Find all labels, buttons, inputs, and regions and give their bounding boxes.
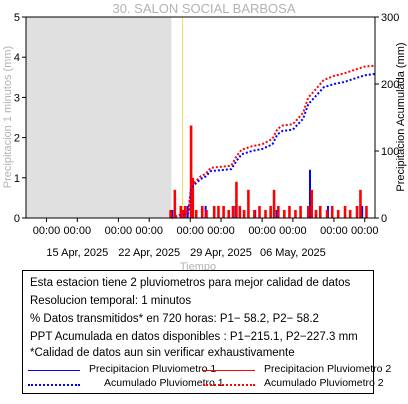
bar-p2 [183, 205, 187, 218]
bar-p1 [171, 209, 174, 218]
bar-p2 [318, 205, 322, 218]
bar-p2 [330, 205, 334, 218]
info-stations-text: Esta estacion tiene 2 pluviometros para … [30, 277, 351, 289]
bar-p2 [348, 209, 352, 218]
x-tick-time-label: 00:00 [207, 225, 235, 237]
info-resolution-text: Resolucion temporal: 1 minutos [30, 295, 192, 307]
x-tick-time-label: 00:00 [135, 225, 163, 237]
bar-p2 [277, 205, 280, 218]
bar-p2 [217, 205, 220, 218]
bar-p2 [310, 189, 314, 218]
x-tick-date-label: 15 Apr, 2025 [46, 247, 108, 259]
legend-swatch-p2-acum [203, 384, 255, 386]
bar-p2 [269, 205, 272, 218]
info-accumulated-text: PPT Acumulada en datos disponibles : P1−… [30, 331, 358, 343]
bar-p2 [325, 209, 329, 218]
bar-p2 [258, 205, 261, 218]
x-axis-label: Tiempo [180, 261, 216, 270]
bar-p1 [275, 209, 278, 218]
legend-label-p2-acum: Acumulado Pluviometro 2 [264, 377, 384, 389]
bar-p2 [288, 205, 291, 218]
bar-p2 [314, 209, 318, 218]
bar-p1 [361, 205, 364, 218]
precipitation-chart: 30. SALON SOCIAL BARBOSA Precipitacion 1… [2, 1, 407, 270]
bar-p2 [283, 209, 286, 218]
bar-p2 [294, 209, 297, 218]
acum-line-p1 [171, 72, 376, 219]
bar-p2 [227, 209, 231, 218]
no-data-region [26, 17, 172, 218]
x-tick-time-label: 00:00 [279, 225, 307, 237]
bar-p2 [299, 205, 302, 218]
x-tick-date-label: 29 Apr, 2025 [190, 247, 252, 259]
x-tick-time-label: 00:00 [33, 225, 61, 237]
info-legend-box: Esta estacion tiene 2 pluviometros para … [22, 270, 391, 394]
legend-swatch-p2-precip [203, 370, 255, 371]
y-right-tick-label: 0 [381, 213, 387, 225]
legend-swatch-p1-acum [28, 384, 80, 386]
y-left-tick-label: 1 [14, 173, 20, 185]
bar-p2 [365, 205, 368, 218]
bar-p2 [247, 189, 250, 218]
y-right-tick-label: 200 [381, 79, 399, 91]
x-tick-time-label: 00:00 [176, 225, 204, 237]
legend-swatch-p1-precip [28, 370, 80, 371]
bar-p2 [169, 209, 172, 218]
x-tick-date-label: 22 Apr, 2025 [118, 247, 180, 259]
x-tick-time-label: 00:00 [105, 225, 133, 237]
bar-p2 [306, 205, 310, 218]
bar-p2 [242, 209, 246, 218]
x-tick-time-label: 00:00 [351, 225, 379, 237]
legend-label-p2-precip: Precipitacion Pluviometro 2 [264, 363, 392, 375]
acum-line-p2 [171, 64, 376, 219]
bar-p2 [264, 209, 267, 218]
bar-p2 [231, 205, 235, 218]
bar-p2 [235, 181, 238, 218]
plot-frame [25, 16, 376, 219]
bar-p2 [355, 205, 359, 218]
bar-p2 [272, 189, 276, 218]
y-right-tick-label: 300 [381, 12, 399, 24]
bar-p2 [253, 209, 256, 218]
bar-p2 [189, 125, 193, 218]
bar-p2 [238, 205, 242, 218]
legend-label-p1-precip: Precipitacion Pluviometro 1 [89, 363, 217, 375]
bar-p2 [191, 177, 195, 218]
chart-title: 30. SALON SOCIAL BARBOSA [112, 1, 295, 16]
bar-p2 [200, 205, 204, 218]
x-tick-time-label: 00:00 [64, 225, 92, 237]
y-left-tick-label: 2 [14, 133, 20, 145]
bar-p2 [336, 209, 340, 218]
x-tick-date-label: 06 May, 2025 [260, 247, 326, 259]
bar-p2 [173, 189, 177, 218]
y-axis-left-label: Precipitacion 1 minutos (mm) [2, 46, 14, 188]
y-axis-right-label: Precipitacion Acumulada (mm) [395, 42, 407, 191]
bar-p2 [205, 209, 208, 218]
legend-label-p1-acum: Acumulado Pluviometro 1 [104, 377, 224, 389]
bar-p2 [179, 205, 183, 218]
bar-p2 [194, 209, 198, 218]
y-left-tick-label: 4 [14, 52, 20, 64]
info-transmitted-text: % Datos transmitidos* en 720 horas: P1− … [30, 313, 319, 325]
y-left-tick-label: 3 [14, 92, 20, 104]
info-quality-note: *Calidad de datos aun sin verificar exha… [30, 347, 295, 359]
y-right-tick-label: 100 [381, 146, 399, 158]
bar-p2 [222, 205, 225, 218]
bar-p2 [343, 205, 347, 218]
y-left-tick-label: 0 [14, 213, 20, 225]
bar-p1 [308, 169, 311, 218]
x-tick-time-label: 00:00 [248, 225, 276, 237]
y-left-tick-label: 5 [14, 12, 20, 24]
bar-p2 [359, 189, 362, 218]
x-tick-time-label: 00:00 [320, 225, 348, 237]
bar-p2 [212, 205, 216, 218]
